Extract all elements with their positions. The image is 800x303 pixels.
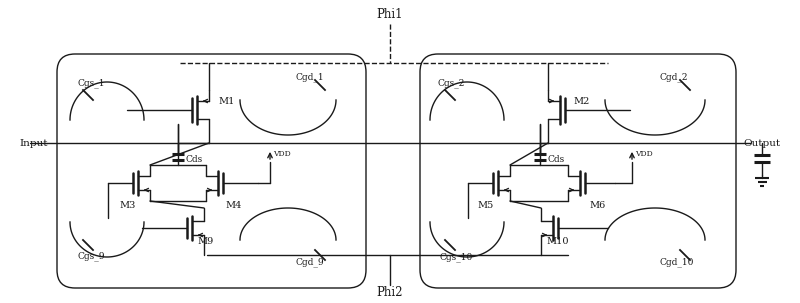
- Text: Cgs_10: Cgs_10: [439, 252, 472, 262]
- Text: Cgs_2: Cgs_2: [437, 78, 464, 88]
- Text: Phi2: Phi2: [377, 285, 403, 298]
- Text: M3: M3: [120, 201, 136, 209]
- Text: Cgd_10: Cgd_10: [660, 257, 694, 267]
- Text: Phi1: Phi1: [377, 8, 403, 21]
- Text: M1: M1: [219, 98, 235, 106]
- Text: Cgs_9: Cgs_9: [77, 251, 105, 261]
- Text: M10: M10: [546, 238, 570, 247]
- Text: VDD: VDD: [273, 150, 291, 158]
- Text: Cgd_9: Cgd_9: [295, 257, 324, 267]
- Text: Input: Input: [19, 138, 47, 148]
- Text: VDD: VDD: [635, 150, 653, 158]
- Text: Cgs_1: Cgs_1: [77, 78, 105, 88]
- Text: Cds: Cds: [186, 155, 202, 164]
- Text: M9: M9: [198, 238, 214, 247]
- Text: Cgd_1: Cgd_1: [295, 72, 324, 82]
- Text: M6: M6: [590, 201, 606, 209]
- Text: M2: M2: [574, 98, 590, 106]
- Text: Output: Output: [744, 138, 781, 148]
- Text: Cgd_2: Cgd_2: [659, 72, 687, 82]
- Text: M4: M4: [226, 201, 242, 209]
- Text: Cds: Cds: [547, 155, 565, 164]
- Text: M5: M5: [478, 201, 494, 209]
